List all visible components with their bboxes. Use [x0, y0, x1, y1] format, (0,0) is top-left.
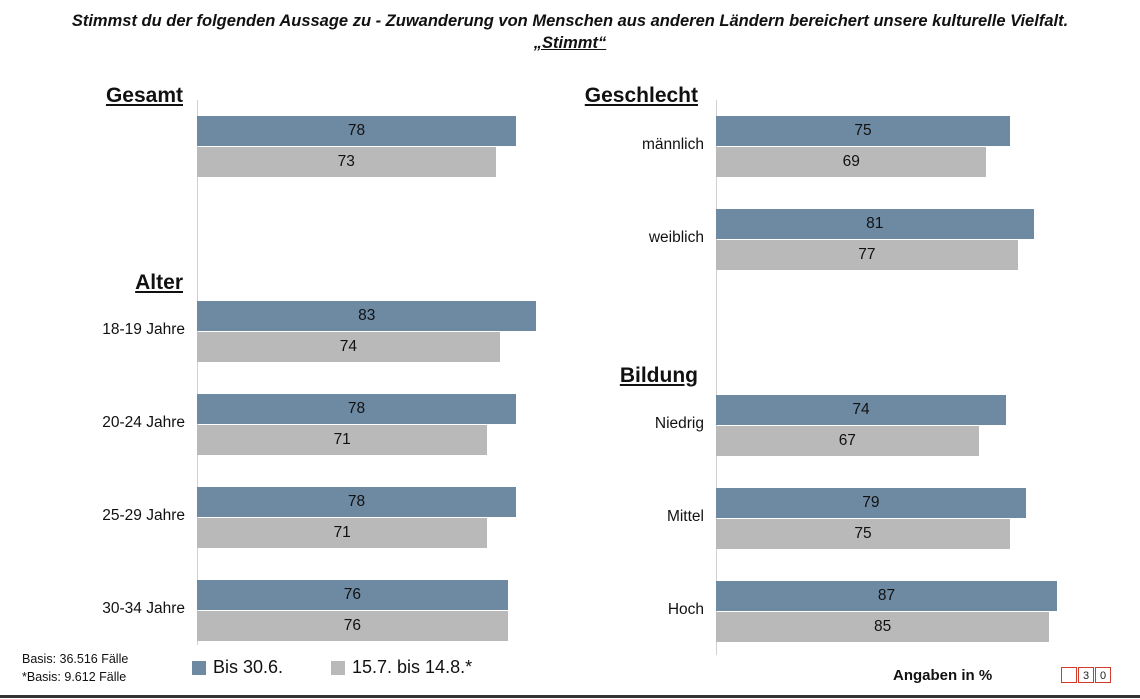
bar-series2: [197, 611, 508, 641]
badge-digit: 0: [1095, 667, 1111, 683]
bar-series1: [197, 580, 508, 610]
bar-series2: [716, 519, 1010, 549]
bar-value-label: 87: [877, 587, 896, 604]
category-label: Niedrig: [654, 415, 704, 432]
legend-swatch-series2: [331, 660, 345, 675]
legend-label-series1: Bis 30.6.: [213, 657, 284, 677]
bar-series2: [197, 332, 500, 362]
bar-value-label: 76: [343, 617, 362, 634]
bar-series2: [716, 612, 1050, 642]
category-label: 30-34 Jahre: [102, 600, 185, 617]
bar-series1: [716, 116, 1010, 146]
axis-line-right: [716, 100, 717, 655]
legend-item-series2: 15.7. bis 14.8.*: [331, 657, 472, 678]
bar-value-label: 77: [858, 246, 876, 263]
bar-value-label: 73: [337, 153, 355, 170]
chart-title-block: Stimmst du der folgenden Aussage zu - Zu…: [0, 10, 1140, 54]
category-label: Mittel: [666, 508, 704, 525]
bar-value-label: 74: [852, 401, 870, 418]
badge-digit: 3: [1078, 667, 1094, 683]
bar-value-label: 71: [333, 431, 351, 448]
unit-note: Angaben in %: [893, 667, 993, 684]
legend-swatch-series1: [192, 660, 206, 675]
bar-series2: [197, 425, 488, 455]
bar-series2: [197, 518, 488, 548]
basis-line-2: *Basis: 9.612 Fälle: [22, 670, 127, 684]
legend-label-series2: 15.7. bis 14.8.*: [352, 657, 473, 677]
bar-value-label: 71: [333, 524, 351, 541]
bar-series1: [716, 395, 1007, 425]
footer-divider: [0, 695, 1140, 698]
badge-digit: [1061, 667, 1077, 683]
page-badge: 3 0: [1061, 667, 1111, 683]
bar-value-label: 76: [343, 586, 362, 603]
chart-subtitle: „Stimmt“: [533, 34, 607, 52]
bar-value-label: 85: [873, 618, 892, 635]
bar-value-label: 75: [854, 525, 872, 542]
bar-series1: [197, 116, 517, 146]
bar-value-label: 78: [347, 493, 366, 510]
category-label: 25-29 Jahre: [102, 507, 185, 524]
bar-value-label: 75: [854, 122, 872, 139]
bar-series1: [197, 487, 517, 517]
bar-series1: [716, 209, 1034, 239]
bar-series2: [716, 240, 1018, 270]
bar-value-label: 78: [347, 122, 366, 139]
category-label: 18-19 Jahre: [102, 321, 185, 338]
bar-value-label: 83: [358, 307, 376, 324]
bar-series1: [197, 394, 517, 424]
section-title-gesamt: Gesamt: [105, 84, 183, 107]
bar-value-label: 74: [339, 338, 357, 355]
basis-line-1: Basis: 36.516 Fälle: [22, 652, 129, 666]
bar-series2: [716, 426, 979, 456]
bar-series1: [197, 301, 537, 331]
bar-series1: [716, 488, 1026, 518]
bar-value-label: 78: [347, 400, 366, 417]
axis-line-left: [197, 100, 198, 645]
basis-note: Basis: 36.516 Fälle *Basis: 9.612 Fälle: [22, 650, 128, 686]
bar-series1: [716, 581, 1058, 611]
category-label: Hoch: [667, 601, 704, 618]
category-label: männlich: [641, 136, 704, 153]
legend-item-series1: Bis 30.6.: [192, 657, 283, 678]
bar-series2: [197, 147, 496, 177]
bar-value-label: 81: [866, 215, 884, 232]
section-title-alter: Alter: [135, 271, 183, 294]
bar-value-label: 79: [862, 494, 880, 511]
bar-value-label: 67: [838, 432, 856, 449]
bar-value-label: 69: [842, 153, 860, 170]
bar-series2: [716, 147, 987, 177]
category-label: weiblich: [648, 229, 704, 246]
section-title-geschlecht: Geschlecht: [584, 84, 698, 107]
category-label: 20-24 Jahre: [102, 414, 185, 431]
chart-title: Stimmst du der folgenden Aussage zu - Zu…: [71, 12, 1069, 30]
section-title-bildung: Bildung: [619, 364, 698, 387]
